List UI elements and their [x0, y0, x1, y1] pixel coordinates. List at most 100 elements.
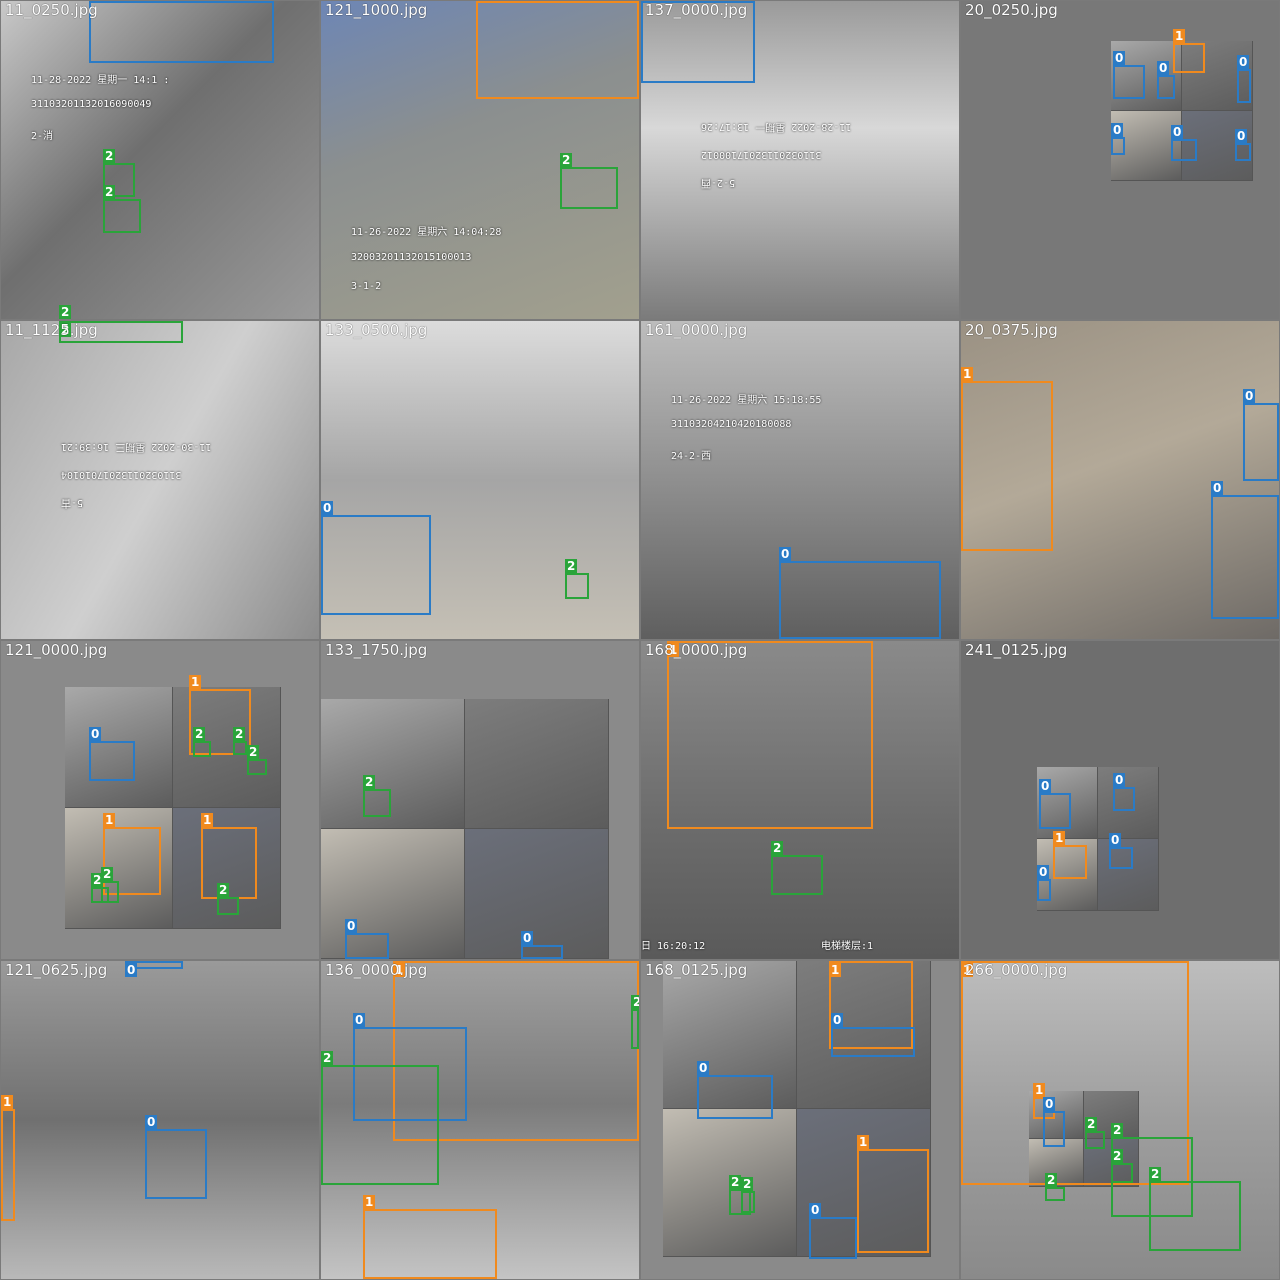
detection-class-label: 2 [560, 153, 572, 167]
detection-class-label: 0 [1171, 125, 1183, 139]
image-tile: 1 0 0 20_0375.jpg [961, 321, 1279, 639]
detection-class-label: 0 [1113, 773, 1125, 787]
camera-overlay-text: 5-2-西 [701, 177, 735, 192]
detection-class-label: 0 [1109, 833, 1121, 847]
detection-box-class-2: 2 [217, 897, 239, 915]
detection-box-class-0: 0 [1237, 69, 1251, 103]
camera-overlay-text: 32003201132015100013 [351, 252, 471, 263]
detection-class-label: 2 [321, 1051, 333, 1065]
tile-filename: 121_1000.jpg [325, 1, 427, 19]
detection-class-label: 1 [857, 1135, 869, 1149]
detection-box-class-1: 1 [1, 1109, 15, 1221]
detection-class-label: 2 [1045, 1173, 1057, 1187]
detection-class-label: 0 [1039, 779, 1051, 793]
image-tile: 0 0 1 0 0 241_0125.jpg [961, 641, 1279, 959]
detection-box-class-1: 1 [1173, 43, 1205, 73]
detection-class-label: 2 [1111, 1123, 1123, 1137]
image-tile: 1 0 0 0 0 0 0 20_0250.jpg [961, 1, 1279, 319]
image-tile: 11-28-2022 星期一 13:17:26 31103201132017100… [641, 1, 959, 319]
detection-box-class-0 [89, 1, 274, 63]
detection-box-class-2: 2 [1111, 1163, 1133, 1183]
detection-box-class-2: 2 [631, 1009, 639, 1049]
tile-filename: 121_0625.jpg [5, 961, 107, 979]
detection-box-class-0: 0 [1171, 139, 1197, 161]
camera-overlay-text: 31103201132016090049 [31, 99, 151, 110]
detection-box-class-0: 0 [1113, 787, 1135, 811]
camera-overlay-text: 31103204210420180088 [671, 419, 791, 430]
detection-class-label: 0 [321, 501, 333, 515]
detection-box-class-2: 2 [1085, 1131, 1105, 1149]
detection-class-label: 1 [189, 675, 201, 689]
detection-class-label: 0 [521, 931, 533, 945]
camera-overlay-text: 31103201132017010104 [61, 469, 181, 480]
detection-box-class-2: 2 [247, 759, 267, 775]
sub-mosaic-pane [465, 829, 608, 958]
tile-filename: 168_0000.jpg [645, 641, 747, 659]
detection-class-label: 2 [103, 149, 115, 163]
detection-box-class-2: 2 [101, 881, 119, 903]
detection-box-class-2: 2 [741, 1191, 755, 1213]
detection-class-label: 1 [1, 1095, 13, 1109]
detection-box-class-2: 2 [321, 1065, 439, 1185]
detection-box-class-0: 0 [1235, 143, 1251, 161]
detection-class-label: 0 [697, 1061, 709, 1075]
detection-class-label: 0 [145, 1115, 157, 1129]
detection-class-label: 1 [201, 813, 213, 827]
sub-mosaic [321, 699, 609, 959]
detection-class-label: 0 [1113, 51, 1125, 65]
tile-filename: 137_0000.jpg [645, 1, 747, 19]
detection-box-class-0: 0 [1111, 137, 1125, 155]
tile-filename: 11_0250.jpg [5, 1, 98, 19]
detection-class-label: 0 [1043, 1097, 1055, 1111]
tile-filename: 121_0000.jpg [5, 641, 107, 659]
detection-box-class-2: 2 [560, 167, 618, 209]
detection-box-class-0: 0 [831, 1027, 915, 1057]
tile-filename: 20_0250.jpg [965, 1, 1058, 19]
detection-box-class-0: 0 [1113, 65, 1145, 99]
detection-box-class-0: 0 [779, 561, 941, 639]
image-tile: 日 16:20:12 电梯楼层:1 1 2 168_0000.jpg [641, 641, 959, 959]
detection-class-label: 0 [831, 1013, 843, 1027]
detection-box-class-0: 0 [125, 961, 183, 969]
detection-class-label: 0 [89, 727, 101, 741]
detection-class-label: 2 [771, 841, 783, 855]
camera-overlay-text: 电梯楼层:1 [821, 937, 873, 952]
detection-box-class-2: 2 [1045, 1187, 1065, 1201]
camera-overlay-text: 日 16:20:12 [641, 937, 705, 952]
detection-class-label: 0 [125, 963, 137, 977]
camera-overlay-text: 2-消 [31, 127, 53, 142]
detection-class-label: 2 [1111, 1149, 1123, 1163]
image-tile: 0 1 0 121_0625.jpg [1, 961, 319, 1279]
detection-class-label: 2 [363, 775, 375, 789]
tile-filename: 136_0000.jpg [325, 961, 427, 979]
tile-filename: 241_0125.jpg [965, 641, 1067, 659]
detection-class-label: 0 [1243, 389, 1255, 403]
detection-box-class-2: 2 [193, 741, 211, 757]
sub-mosaic-pane [321, 699, 464, 828]
elevator-photo [1, 321, 319, 639]
detection-class-label: 1 [961, 367, 973, 381]
camera-overlay-text: 11-28-2022 星期一 14:1 : [31, 71, 169, 86]
detection-class-label: 2 [103, 185, 115, 199]
tile-filename: 161_0000.jpg [645, 321, 747, 339]
detection-class-label: 0 [1211, 481, 1223, 495]
detection-class-label: 0 [809, 1203, 821, 1217]
elevator-photo [1, 961, 319, 1279]
tile-filename: 133_1750.jpg [325, 641, 427, 659]
camera-overlay-text: 5-古 [61, 497, 83, 512]
detection-box-class-2: 2 [233, 741, 247, 755]
detection-class-label: 1 [363, 1195, 375, 1209]
tile-filename: 266_0000.jpg [965, 961, 1067, 979]
detection-box-class-1: 1 [857, 1149, 929, 1253]
detection-class-label: 0 [1235, 129, 1247, 143]
image-tile: 1 1 0 2 2 2 2 2 266_0000.jpg [961, 961, 1279, 1279]
detection-class-label: 0 [779, 547, 791, 561]
detection-class-label: 2 [101, 867, 113, 881]
image-tile: 11-26-2022 星期六 14:04:28 32003201132015100… [321, 1, 639, 319]
camera-overlay-text: 31103201132017100012 [701, 149, 821, 160]
detection-box-class-0: 0 [697, 1075, 773, 1119]
detection-class-label: 2 [631, 995, 639, 1009]
detection-class-label: 2 [233, 727, 245, 741]
detection-box-class-0: 0 [1211, 495, 1279, 619]
image-tile: 1 0 2 2 2 1 1 2 2 2 121_0000.jpg [1, 641, 319, 959]
